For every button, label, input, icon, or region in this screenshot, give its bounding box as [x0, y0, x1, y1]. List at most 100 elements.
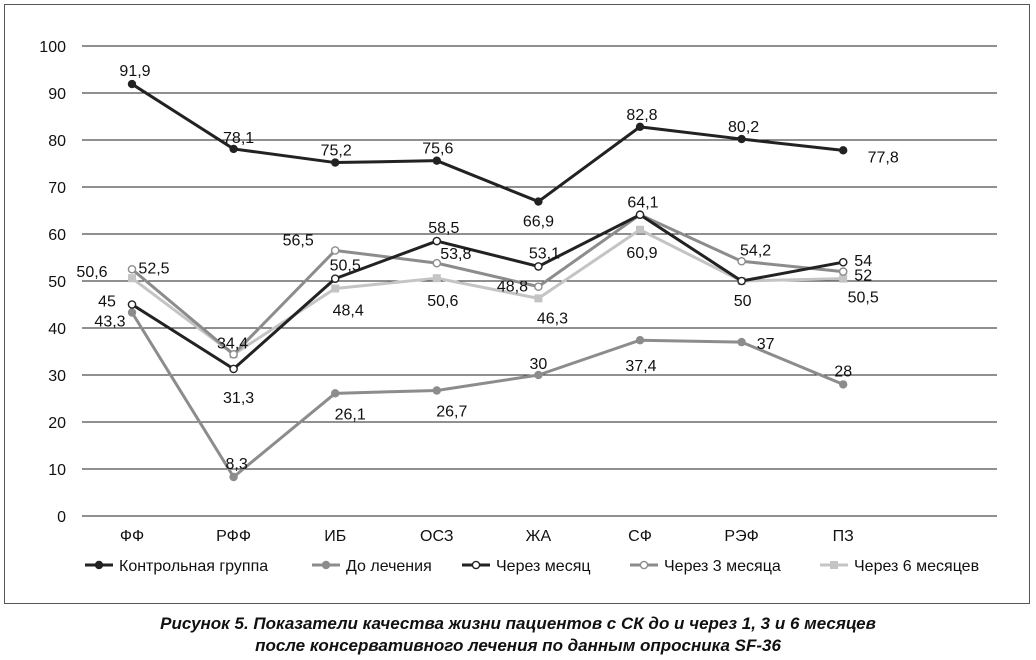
y-tick-label: 70 [48, 180, 66, 197]
data-point [534, 262, 543, 271]
legend-item: Контрольная группа [85, 558, 268, 575]
data-point [534, 294, 543, 303]
x-tick-label: РФФ [216, 528, 251, 545]
legend-label: Контрольная группа [119, 558, 268, 575]
y-tick-label: 90 [48, 86, 66, 103]
data-label: 80,2 [728, 119, 759, 136]
legend-swatch-marker [321, 560, 331, 570]
y-tick-label: 40 [48, 321, 66, 338]
data-label: 60,9 [626, 245, 657, 262]
data-label: 50,5 [848, 290, 879, 307]
data-point [838, 257, 848, 267]
legend-label: Через 3 месяца [664, 558, 781, 575]
data-label: 66,9 [523, 214, 554, 231]
legend-label: До лечения [346, 558, 432, 575]
x-tick-label: ИБ [324, 528, 346, 545]
data-point [636, 225, 644, 234]
data-point [127, 300, 137, 309]
x-tick-label: РЭФ [724, 528, 758, 545]
series-line-2 [131, 213, 844, 371]
data-point [331, 284, 340, 293]
y-tick-label: 20 [48, 415, 66, 432]
gridlines [82, 45, 997, 517]
legend-swatch-marker [471, 560, 481, 570]
y-tick-label: 30 [48, 368, 66, 385]
data-point [432, 156, 441, 165]
data-label: 64,1 [627, 195, 658, 212]
series-lines [127, 79, 848, 482]
data-point [534, 197, 543, 206]
data-point [534, 370, 543, 380]
data-point [534, 282, 543, 291]
y-axis-ticks: 0 10 20 30 40 50 60 70 80 90 100 [39, 39, 66, 526]
data-label: 45 [98, 294, 116, 311]
data-point [229, 350, 238, 359]
data-labels: 91,9 78,1 75,2 75,6 66,9 82,8 80,2 77,8 43,3 8,3 2… [76, 63, 898, 473]
y-tick-label: 10 [48, 462, 66, 479]
data-label: 52,5 [138, 260, 169, 277]
data-label: 46,3 [537, 310, 568, 327]
x-axis-ticks: ФФ РФФ ИБ ОСЗ ЖА СФ РЭФ ПЗ [120, 528, 854, 545]
legend-label: Через месяц [496, 558, 591, 575]
data-label: 26,7 [436, 404, 467, 421]
data-point [737, 337, 746, 347]
data-point [331, 389, 340, 398]
data-point [838, 267, 848, 276]
legend: Контрольная группа До лечения Через месяц Ч… [85, 558, 979, 575]
legend-item: Через 6 месяцев [820, 558, 979, 575]
data-label: 56,5 [283, 232, 314, 249]
data-label: 54,2 [740, 242, 771, 259]
x-tick-label: СФ [628, 528, 652, 545]
y-tick-label: 50 [48, 274, 66, 291]
y-tick-label: 100 [39, 39, 66, 56]
caption-line-2: после консервативного лечения по данным … [255, 636, 781, 655]
data-point [839, 274, 848, 283]
series-line-4 [131, 228, 844, 356]
legend-swatch-marker [94, 560, 104, 570]
series-line-0 [131, 82, 844, 204]
data-point [127, 308, 137, 317]
x-tick-label: ЖА [526, 528, 552, 545]
data-point [737, 256, 746, 266]
data-label: 78,1 [223, 130, 254, 147]
data-label: 54 [854, 253, 872, 270]
data-point [330, 274, 340, 283]
data-label: 75,2 [321, 143, 352, 160]
data-label: 50,6 [76, 264, 107, 281]
data-point [432, 236, 442, 246]
data-point [635, 122, 645, 132]
data-label: 31,3 [223, 390, 254, 407]
chart-frame [4, 4, 1030, 604]
line-chart: 0 10 20 30 40 50 60 70 80 90 100 ФФ РФФ ИБ ОСЗ ЖА СФ РЭФ… [39, 39, 997, 575]
series-line-3 [131, 213, 844, 356]
data-label: 48,8 [497, 279, 528, 296]
x-tick-label: ПЗ [833, 528, 854, 545]
data-point [432, 258, 442, 268]
data-label: 37,4 [625, 358, 656, 375]
x-tick-label: ФФ [120, 528, 144, 545]
data-label: 48,4 [333, 303, 364, 320]
data-label: 28 [834, 363, 852, 380]
data-label: 26,1 [335, 406, 366, 423]
data-label: 53,1 [529, 245, 560, 262]
legend-item: До лечения [312, 558, 432, 575]
data-label: 8,3 [225, 456, 247, 473]
data-point [229, 144, 238, 154]
data-label: 53,8 [440, 246, 471, 263]
data-point [128, 274, 136, 283]
data-label: 77,8 [868, 149, 899, 166]
data-point [635, 336, 645, 345]
data-label: 58,5 [428, 220, 459, 237]
data-point [330, 246, 340, 255]
y-tick-label: 60 [48, 227, 66, 244]
x-tick-label: ОСЗ [420, 528, 453, 545]
data-point [331, 158, 340, 167]
legend-swatch-marker [830, 561, 838, 569]
data-label: 91,9 [119, 63, 150, 80]
data-label: 50,5 [330, 258, 361, 275]
figure-caption: Рисунок 5. Показатели качества жизни пац… [0, 613, 1036, 657]
data-label: 30 [530, 356, 548, 373]
data-point [229, 472, 238, 482]
data-point [839, 146, 848, 155]
data-point [635, 210, 645, 220]
